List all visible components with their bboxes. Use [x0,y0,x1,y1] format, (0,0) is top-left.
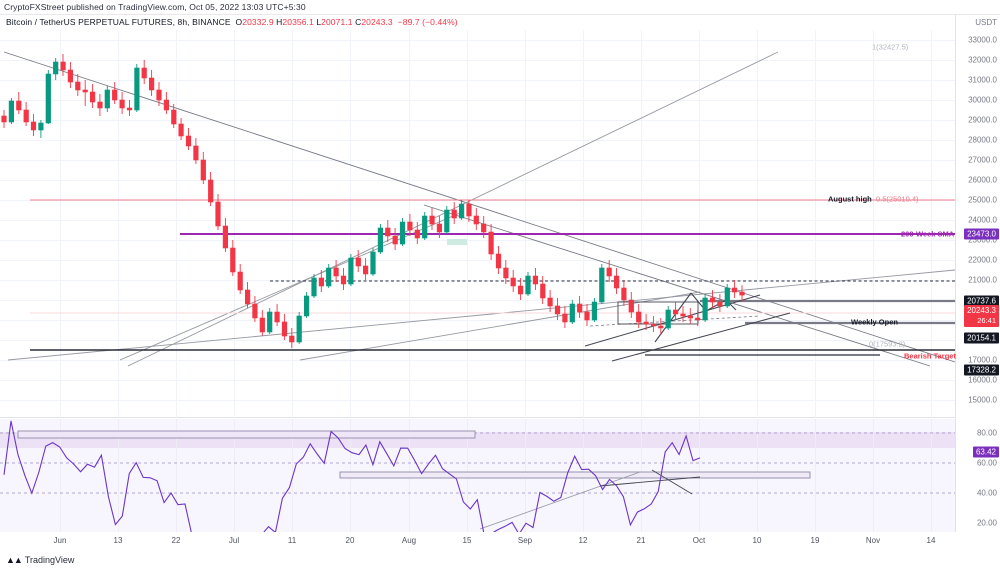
attribution-text: CryptoFXStreet published on TradingView.… [0,0,1000,15]
trendline-descending-major [3,51,956,363]
price-tick: 30000.0 [968,95,997,105]
last-price-value: 20243.3 [967,306,996,315]
time-tick: 11 [287,536,297,545]
time-tick: 20 [345,536,355,545]
low-value: 20071.1 [321,17,353,27]
rsi-tick: 40.00 [976,488,997,498]
rsi-axis[interactable]: 80.00 60.00 40.00 20.00 63.42 [955,419,1000,532]
bearish-target-price-badge: 17328.2 [964,364,999,376]
price-tick: 32000.0 [968,55,997,65]
support-price-badge: 20154.1 [964,332,999,344]
price-tick: 16000.0 [968,375,997,385]
trendline-projection-up [127,51,779,367]
trendline-descending-aug [423,204,931,367]
time-tick: 13 [113,536,123,545]
time-tick: 10 [752,536,762,545]
august-high-label: August high [828,194,872,204]
rsi-support-band [339,471,811,479]
rsi-wedge [599,469,701,495]
price-tick: 21000.0 [968,275,997,285]
low-label: L [316,17,322,27]
tradingview-mark-icon: ▲▲ [6,555,23,565]
close-value: 20243.3 [361,17,393,27]
highlight-marker [447,239,467,245]
time-axis[interactable]: Jun 13 22 Jul 11 20 Aug 15 Sep 12 21 Oct… [0,532,1000,552]
tradingview-brand-label: TradingView [24,555,75,565]
price-tick: 28000.0 [968,135,997,145]
tradingview-logo[interactable]: ▲▲ TradingView [6,555,74,565]
time-tick: Jul [228,536,240,545]
time-tick: 15 [462,536,472,545]
price-axis[interactable]: USDT 33000.0 32000.0 31000.0 30000.0 290… [955,15,1000,418]
time-tick: 21 [636,536,646,545]
bull-flag-channel [584,294,791,362]
time-tick: 22 [171,536,181,545]
time-tick: 12 [578,536,588,545]
price-chart-svg [0,30,956,418]
price-tick: 29000.0 [968,115,997,125]
rsi-line [3,420,701,536]
time-tick: Jun [53,536,67,545]
price-tick: 31000.0 [968,75,997,85]
bar-countdown: 26:41 [977,316,996,325]
rsi-value-badge: 63.42 [972,446,999,458]
bearish-target-label: Bearish Target [904,351,956,361]
change-value: −89.7 (−0.44%) [397,17,458,27]
interval-label[interactable]: 8h [177,17,188,27]
trendline-ascending-major [7,269,956,361]
sma-200w-label: 200-Week SMA [901,229,955,239]
grid-vertical [60,30,932,418]
price-tick: 23000.0 [968,235,997,245]
rsi-tick: 60.00 [976,458,997,468]
fib-top-label: 1(32427.5) [872,42,909,52]
price-tick: 25000.0 [968,195,997,205]
time-tick: Sep [517,536,533,545]
price-tick: 33000.0 [968,35,997,45]
resistance-price-badge: 20737.6 [964,295,999,307]
fib-half-label: 0.5(25010.4) [876,194,919,204]
price-axis-unit: USDT [975,18,997,27]
price-tick: 15000.0 [968,395,997,405]
symbol-name[interactable]: Bitcoin / TetherUS PERPETUAL FUTURES [6,17,173,27]
fib-zero-label: 0(17593.2) [869,339,906,349]
time-tick: 19 [810,536,820,545]
sma-200w-price-badge: 23473.0 [964,228,999,240]
rsi-tick: 80.00 [976,428,997,438]
rsi-pane[interactable] [0,419,955,536]
last-price-badge: 20243.3 26:41 [964,305,999,327]
open-value: 20332.9 [242,17,274,27]
rsi-trendline-ascending [479,471,641,530]
candlestick-series [1,54,745,349]
rsi-chart-svg [0,419,955,536]
footer-bar: ▲▲ TradingView [0,551,1000,569]
exchange-label: BINANCE [192,17,231,27]
high-label: H [276,17,283,27]
price-pane[interactable] [0,30,956,418]
time-tick: Oct [692,536,706,545]
price-tick: 22000.0 [968,255,997,265]
high-value: 20356.1 [282,17,314,27]
open-label: O [235,17,243,27]
time-tick: Aug [401,536,417,545]
price-tick: 17000.0 [968,355,997,365]
rsi-tick: 20.00 [976,518,997,528]
price-tick: 24000.0 [968,215,997,225]
close-label: C [355,17,362,27]
chart-legend: Bitcoin / TetherUS PERPETUAL FUTURES, 8h… [6,17,458,27]
weekly-open-label: Weekly Open [851,317,898,327]
time-tick: Nov [865,536,881,545]
rsi-resistance-band [17,430,476,439]
price-tick: 26000.0 [968,175,997,185]
time-tick: 14 [926,536,936,545]
price-tick: 27000.0 [968,155,997,165]
